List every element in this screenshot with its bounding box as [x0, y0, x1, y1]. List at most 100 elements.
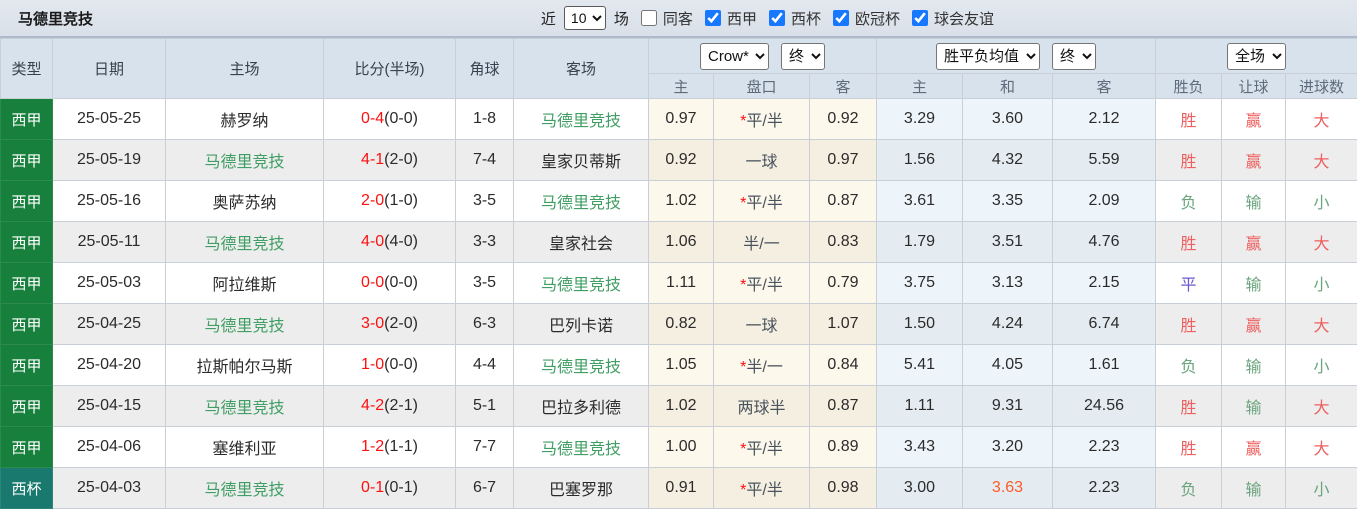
- avg-draw-odds: 3.20: [962, 426, 1053, 468]
- handicap-cell: 半/一: [713, 221, 810, 263]
- home-team-link[interactable]: 塞维利亚: [212, 441, 277, 458]
- winloss-result: 负: [1155, 467, 1223, 509]
- filter-laliga-checkbox[interactable]: [704, 10, 721, 26]
- halftime-score: (1-0): [384, 192, 418, 209]
- odds-away-value: 0.87: [809, 180, 877, 222]
- home-team-link[interactable]: 拉斯帕尔马斯: [196, 359, 293, 376]
- home-team-link[interactable]: 马德里竞技: [204, 318, 285, 335]
- away-team-cell: 巴塞罗那: [513, 467, 649, 509]
- handicap-line: 平/半: [746, 195, 783, 212]
- corner-count: 1-8: [455, 98, 514, 140]
- avg-stage-select[interactable]: 终: [1052, 42, 1097, 70]
- home-team-link[interactable]: 阿拉维斯: [212, 277, 277, 294]
- avg-draw-odds: 3.51: [962, 221, 1053, 263]
- avg-draw-odds: 4.32: [962, 139, 1053, 181]
- away-team-link[interactable]: 马德里竞技: [540, 195, 621, 212]
- match-type-badge: 西甲: [0, 98, 53, 140]
- same-away-checkbox[interactable]: [640, 10, 657, 26]
- col-header-away: 客场: [513, 38, 649, 99]
- handicap-result: 输: [1221, 180, 1287, 222]
- halftime-score: (0-0): [384, 110, 418, 127]
- away-team-link[interactable]: 皇家社会: [548, 236, 613, 253]
- avg-away-odds: 5.59: [1051, 139, 1157, 181]
- handicap-cell: *半/一: [713, 344, 810, 386]
- avg-draw-odds: 3.63: [962, 467, 1053, 509]
- recent-count-select[interactable]: 10: [563, 6, 606, 30]
- winloss-result: 胜: [1155, 385, 1223, 427]
- filter-ucl-checkbox[interactable]: [832, 10, 849, 26]
- away-team-link[interactable]: 马德里竞技: [540, 359, 621, 376]
- winloss-result: 平: [1155, 262, 1223, 304]
- avg-home-odds: 3.00: [876, 467, 963, 509]
- handicap-cell: *平/半: [713, 262, 810, 304]
- away-team-link[interactable]: 马德里竞技: [540, 113, 621, 130]
- handicap-star: *: [740, 113, 747, 130]
- halftime-score: (0-0): [384, 274, 418, 291]
- odds-home-value: 1.06: [648, 221, 714, 263]
- corner-count: 3-3: [455, 221, 514, 263]
- home-team-cell: 马德里竞技: [165, 385, 324, 427]
- period-select[interactable]: 全场: [1227, 42, 1287, 70]
- home-team-link[interactable]: 赫罗纳: [220, 113, 269, 130]
- corner-count: 5-1: [455, 385, 514, 427]
- away-team-cell: 皇家社会: [513, 221, 649, 263]
- odds-away-value: 0.84: [809, 344, 877, 386]
- away-team-link[interactable]: 马德里竞技: [540, 277, 621, 294]
- filter-friendly-checkbox[interactable]: [911, 10, 928, 26]
- handicap-star: *: [740, 441, 747, 458]
- odds-away-value: 0.92: [809, 98, 877, 140]
- subcol-avg-draw: 和: [962, 73, 1053, 99]
- halftime-score: (0-0): [384, 356, 418, 373]
- away-team-link[interactable]: 马德里竞技: [540, 441, 621, 458]
- avg-away-odds: 4.76: [1051, 221, 1157, 263]
- winloss-result: 胜: [1155, 98, 1223, 140]
- bookmaker-select[interactable]: Crow*: [700, 42, 769, 70]
- filter-copa-checkbox[interactable]: [768, 10, 785, 26]
- corner-count: 7-4: [455, 139, 514, 181]
- home-team-link[interactable]: 马德里竞技: [204, 236, 285, 253]
- avg-away-odds: 2.23: [1051, 426, 1157, 468]
- handicap-result: 输: [1221, 262, 1287, 304]
- goals-result: 大: [1285, 139, 1357, 181]
- halftime-score: (4-0): [384, 233, 418, 250]
- handicap-star: *: [740, 482, 747, 499]
- score-cell: 0-1(0-1): [323, 467, 456, 509]
- avg-draw-odds: 9.31: [962, 385, 1053, 427]
- home-team-link[interactable]: 马德里竞技: [204, 400, 285, 417]
- goals-result: 大: [1285, 221, 1357, 263]
- match-date: 25-05-16: [52, 180, 166, 222]
- corner-count: 3-5: [455, 180, 514, 222]
- subcol-winloss: 胜负: [1155, 73, 1223, 99]
- handicap-cell: 一球: [713, 139, 810, 181]
- match-type-badge: 西甲: [0, 426, 53, 468]
- avg-home-odds: 3.29: [876, 98, 963, 140]
- col-header-type: 类型: [0, 38, 53, 99]
- handicap-result: 输: [1221, 344, 1287, 386]
- home-team-link[interactable]: 马德里竞技: [204, 482, 285, 499]
- avg-type-select[interactable]: 胜平负均值: [936, 42, 1041, 70]
- winloss-result: 负: [1155, 180, 1223, 222]
- table-row: 西甲 25-04-15 马德里竞技 4-2(2-1) 5-1 巴拉多利德 1.0…: [0, 385, 1357, 427]
- away-team-cell: 马德里竞技: [513, 344, 649, 386]
- away-team-cell: 皇家贝蒂斯: [513, 139, 649, 181]
- odds-home-value: 0.97: [648, 98, 714, 140]
- avg-away-odds: 1.61: [1051, 344, 1157, 386]
- fulltime-score: 0-4: [361, 110, 385, 127]
- corner-count: 6-3: [455, 303, 514, 345]
- home-team-link[interactable]: 奥萨苏纳: [212, 195, 277, 212]
- avg-group-header: 胜平负均值 终: [875, 38, 1157, 74]
- match-date: 25-04-25: [52, 303, 166, 345]
- away-team-link[interactable]: 巴列卡诺: [548, 318, 613, 335]
- away-team-link[interactable]: 巴拉多利德: [540, 400, 621, 417]
- same-away-label: 同客: [662, 10, 693, 28]
- handicap-line: 两球半: [737, 400, 786, 417]
- home-team-link[interactable]: 马德里竞技: [204, 154, 285, 171]
- match-table-body: 西甲 25-05-25 赫罗纳 0-4(0-0) 1-8 马德里竞技 0.97 …: [0, 98, 1357, 509]
- away-team-link[interactable]: 巴塞罗那: [548, 482, 613, 499]
- col-header-date: 日期: [52, 38, 166, 99]
- away-team-link[interactable]: 皇家贝蒂斯: [540, 154, 621, 171]
- avg-home-odds: 3.61: [876, 180, 963, 222]
- table-row: 西甲 25-05-16 奥萨苏纳 2-0(1-0) 3-5 马德里竞技 1.02…: [0, 180, 1357, 222]
- odds-away-value: 0.83: [809, 221, 877, 263]
- odds-stage-select[interactable]: 终: [781, 42, 825, 70]
